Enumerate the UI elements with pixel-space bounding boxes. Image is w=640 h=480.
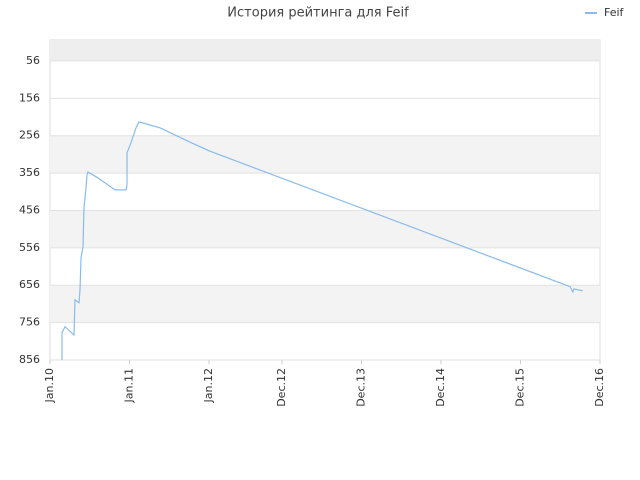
grid-band xyxy=(50,210,600,248)
y-tick-label: 456 xyxy=(19,203,40,216)
x-tick-label: Jan.12 xyxy=(202,368,215,403)
y-tick-label: 156 xyxy=(19,91,40,104)
chart-title: История рейтинга для Feif xyxy=(227,6,409,21)
y-tick-label: 56 xyxy=(26,54,40,67)
y-tick-label: 856 xyxy=(19,353,40,366)
legend-label: Feif xyxy=(604,6,625,19)
y-tick-label: 556 xyxy=(19,241,40,254)
y-tick-label: 256 xyxy=(19,129,40,142)
grid-band xyxy=(50,135,600,174)
x-tick-label: Dec.12 xyxy=(275,368,288,407)
x-tick-label: Dec.15 xyxy=(513,368,526,407)
grid-band xyxy=(50,40,600,61)
grid-bands xyxy=(50,40,600,323)
x-tick-label: Jan.10 xyxy=(43,368,56,403)
y-tick-label: 756 xyxy=(19,316,40,329)
grid-band xyxy=(50,285,600,323)
y-tick-label: 356 xyxy=(19,166,40,179)
x-tick-label: Jan.11 xyxy=(123,368,136,403)
x-tick-label: Dec.14 xyxy=(434,368,447,407)
y-tick-label: 656 xyxy=(19,278,40,291)
x-tick-label: Dec.13 xyxy=(354,368,367,407)
x-tick-label: Dec.16 xyxy=(593,368,606,407)
series-line xyxy=(61,121,583,360)
